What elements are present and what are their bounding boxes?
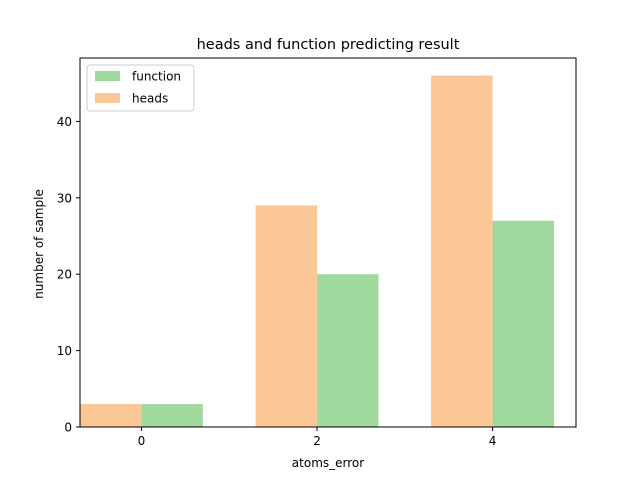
y-tick-label: 40 bbox=[57, 115, 72, 129]
bar-function-2 bbox=[317, 274, 379, 427]
x-tick-label: 4 bbox=[489, 434, 497, 448]
y-tick-label: 0 bbox=[64, 421, 72, 435]
legend-swatch-heads bbox=[95, 93, 120, 103]
plot-frame bbox=[79, 57, 577, 428]
x-tick-label: 2 bbox=[313, 434, 321, 448]
y-tick-label: 10 bbox=[57, 344, 72, 358]
y-axis-label: number of sample bbox=[32, 189, 46, 299]
bar-heads-0 bbox=[80, 404, 142, 427]
bar-function-4 bbox=[492, 220, 555, 427]
y-tick-label: 20 bbox=[57, 268, 72, 282]
legend: function heads bbox=[86, 64, 195, 112]
y-tick-label: 30 bbox=[57, 191, 72, 205]
bar-heads-4 bbox=[431, 75, 493, 427]
bars-layer bbox=[80, 75, 555, 427]
x-tick-label: 0 bbox=[138, 434, 146, 448]
chart-title: heads and function predicting result bbox=[197, 37, 460, 53]
legend-swatch-function bbox=[95, 71, 120, 81]
legend-label-heads: heads bbox=[132, 92, 168, 106]
bar-heads-2 bbox=[255, 205, 318, 427]
x-axis-label: atoms_error bbox=[292, 456, 364, 470]
bar-function-0 bbox=[141, 404, 203, 427]
legend-label-function: function bbox=[132, 70, 181, 84]
